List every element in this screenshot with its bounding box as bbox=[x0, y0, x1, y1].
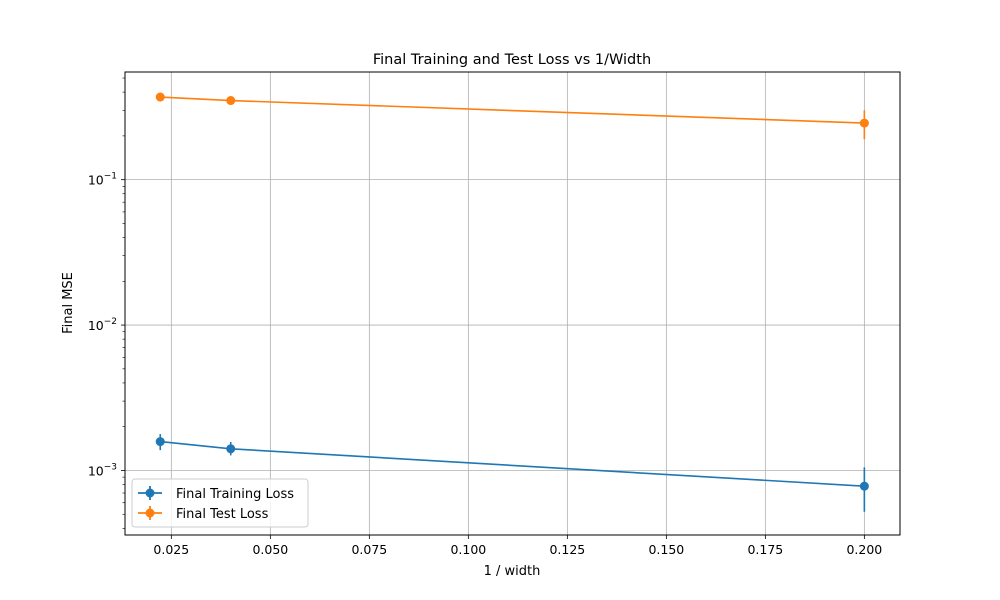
grid bbox=[125, 72, 900, 535]
legend-label-test: Final Test Loss bbox=[176, 507, 269, 522]
legend-entry-training: Final Training Loss bbox=[138, 486, 294, 502]
y-tick-label: 10−1 bbox=[88, 172, 117, 188]
data-point bbox=[226, 444, 236, 454]
x-tick-label: 0.075 bbox=[351, 542, 387, 557]
plot-frame bbox=[124, 71, 901, 536]
x-axis: 0.025 0.050 0.075 0.100 0.125 0.150 0.175 0.200 bbox=[153, 535, 882, 557]
x-tick-label: 0.200 bbox=[846, 542, 882, 557]
x-tick-label: 0.025 bbox=[153, 542, 189, 557]
chart-title: Final Training and Test Loss vs 1/Width bbox=[373, 52, 651, 68]
legend-entry-test: Final Test Loss bbox=[138, 506, 269, 522]
x-tick-label: 0.100 bbox=[450, 542, 486, 557]
data-point bbox=[155, 437, 165, 447]
y-axis-label: Final MSE bbox=[61, 272, 76, 334]
x-tick-label: 0.125 bbox=[549, 542, 585, 557]
data-point bbox=[859, 481, 869, 491]
legend: Final Training Loss Final Test Loss bbox=[131, 478, 309, 528]
x-tick-label: 0.150 bbox=[648, 542, 684, 557]
legend-marker-training bbox=[145, 488, 155, 498]
y-tick-label: 10−2 bbox=[88, 317, 117, 333]
data-point bbox=[226, 96, 236, 106]
series-layer bbox=[155, 92, 869, 512]
x-tick-label: 0.175 bbox=[747, 542, 783, 557]
legend-label-training: Final Training Loss bbox=[176, 487, 294, 502]
x-axis-label: 1 / width bbox=[484, 564, 541, 579]
x-tick-label: 0.050 bbox=[252, 542, 288, 557]
data-point bbox=[859, 118, 869, 128]
data-point bbox=[155, 92, 165, 102]
y-tick-label: 10−3 bbox=[88, 462, 117, 478]
legend-marker-test bbox=[145, 508, 155, 518]
series-line-1 bbox=[160, 96, 865, 124]
legend-box bbox=[131, 478, 309, 528]
y-axis: 10−3 10−2 10−1 bbox=[88, 172, 125, 478]
